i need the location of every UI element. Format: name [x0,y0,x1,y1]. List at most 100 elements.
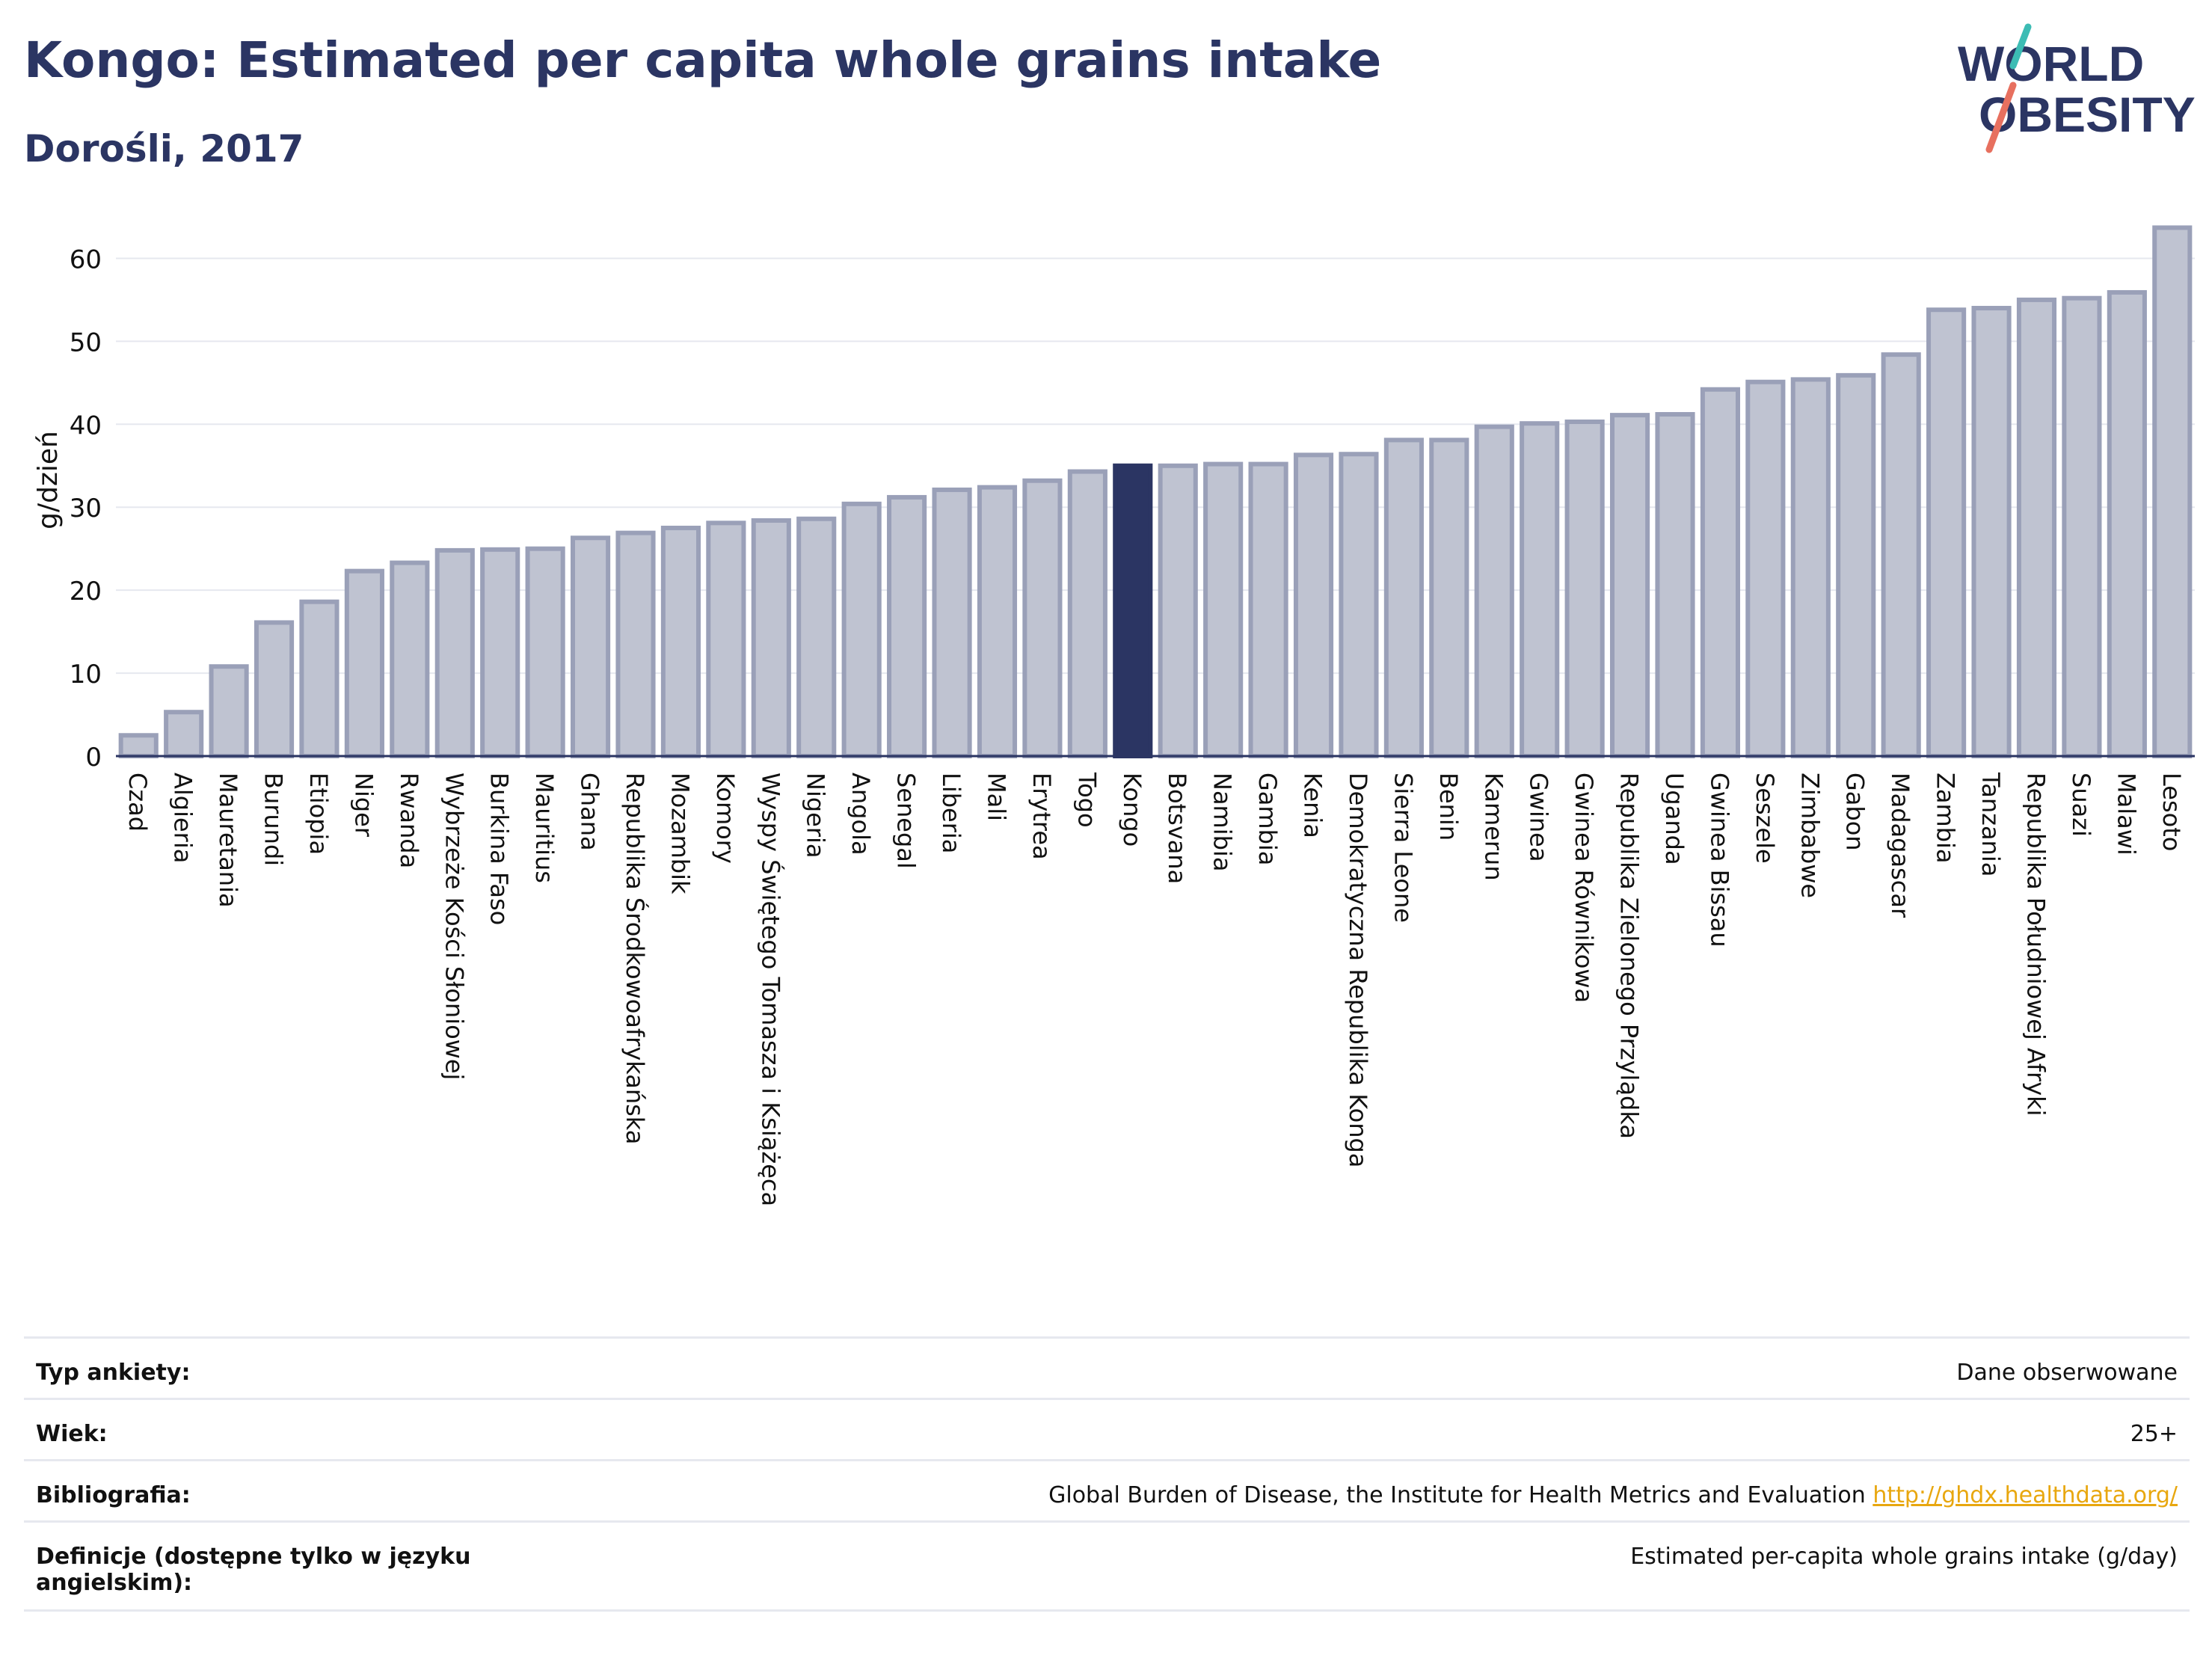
x-tick-label: Gwinea Bissau [1705,773,1733,948]
bar [660,525,701,758]
x-tick-label: Burundi [259,773,288,866]
bar [1971,306,2012,758]
x-tick-label: Niger [349,773,378,838]
info-value: 25+ [2130,1421,2178,1447]
info-row: Definicje (dostępne tylko w języku angie… [24,1520,2190,1612]
bar [1113,463,1153,758]
bar [1745,379,1786,758]
x-tick-label: Botsvana [1163,773,1191,884]
bar [977,485,1018,759]
x-tick-label: Gabon [1841,773,1870,851]
bars [116,225,2195,759]
x-tick-label: Komory [711,773,740,864]
y-tick-label: 30 [70,494,102,523]
y-tick-label: 50 [70,328,102,357]
y-tick-label: 0 [85,743,102,773]
info-row: Wiek: 25+ [24,1398,2190,1459]
info-value-text: Dane obserwowane [1956,1360,2178,1386]
info-label: Definicje (dostępne tylko w języku angie… [36,1544,471,1596]
bar [1836,372,1876,758]
x-tick-label: Madagascar [1886,773,1914,918]
x-tick-label: Burkina Faso [485,773,514,925]
x-tick-label: Gwinea [1525,773,1553,862]
source-link[interactable]: http://ghdx.healthdata.org/ [1872,1482,2178,1508]
info-label: Bibliografia: [36,1482,191,1508]
bar [887,494,927,758]
bar [1926,307,1967,759]
info-value: Dane obserwowane [1956,1360,2178,1386]
info-row: Bibliografia: Global Burden of Disease, t… [24,1459,2190,1520]
bar [1881,352,1921,758]
y-axis-label: g/dzień [33,431,64,529]
bar [1609,413,1650,758]
x-tick-label: Liberia [937,773,965,853]
logo-slash-red [1985,82,2017,153]
bar [1203,461,1244,758]
bar [841,501,882,758]
info-value: Global Burden of Disease, the Institute … [1048,1482,2178,1508]
bar [1700,387,1741,758]
bar [1158,463,1198,758]
x-tick-label: Demokratyczna Republika Konga [1344,773,1372,1167]
y-tick-label: 10 [70,660,102,690]
bar [615,530,656,759]
info-value-text: 25+ [2130,1421,2178,1447]
x-tick-label: Kongo [1118,773,1146,847]
bar [390,560,430,759]
bar [2016,297,2057,758]
x-tick-label: Sierra Leone [1389,773,1417,923]
bar [1067,469,1107,759]
bar [1520,421,1560,759]
info-value-text: Estimated per-capita whole grains intake… [1630,1544,2178,1570]
x-tick-label: Malawi [2112,773,2140,856]
bar [1474,424,1514,758]
bar [751,518,791,758]
info-row: Typ ankiety: Dane obserwowane [24,1336,2190,1398]
x-tick-label: Suazi [2067,773,2095,837]
logo-slash-teal [2009,23,2032,70]
x-tick-label: Gambia [1253,773,1282,865]
x-tick-label: Rwanda [395,773,423,868]
bar [209,664,249,758]
x-tick-label: Mali [982,773,1010,821]
bar [1429,437,1469,758]
logo-word-world: WORLD [1958,36,2144,91]
bar [570,535,611,758]
bar [1293,452,1334,758]
x-tick-label: Zimbabwe [1795,773,1824,898]
x-tick-label: Mozambik [666,773,694,894]
y-tick-label: 40 [70,411,102,440]
x-tick-label: Namibia [1208,773,1237,871]
x-tick-label: Benin [1434,773,1463,841]
info-label: Typ ankiety: [36,1360,191,1386]
bar [1248,461,1288,758]
info-value: Estimated per-capita whole grains intake… [1630,1544,2178,1570]
world-obesity-logo: WORLD OBESITY [1958,23,2196,153]
x-tick-label: Erytrea [1027,773,1056,860]
x-tick-label: Senegal [892,773,921,869]
x-tick-label: Czad [123,773,152,832]
bar [796,516,837,758]
x-tick-label: Mauritius [530,773,559,883]
x-tick-label: Wyspy Świętego Tomasza i Książęca [756,773,785,1206]
x-tick-label: Republika Południowej Afryki [2021,773,2050,1117]
y-axis: 0 10 20 30 40 50 60 [70,245,102,773]
bar [1790,377,1831,758]
chart-subtitle: Dorośli, 2017 [24,127,304,171]
bar [254,620,295,758]
x-tick-label: Lesoto [2157,773,2186,851]
x-tick-label: Etiopia [304,773,333,855]
x-tick-label: Republika Środkowoafrykańska [621,773,650,1144]
logo-word-obesity: OBESITY [1979,87,2196,142]
bar [932,487,972,759]
bar [1564,419,1605,758]
bar [118,733,159,758]
x-tick-label: Togo [1072,772,1101,828]
bar [2062,295,2102,759]
bar [525,546,565,758]
x-tick-label: Wybrzeże Kości Słoniowej [440,773,468,1080]
x-tick-label: Mauretania [214,773,242,908]
bar [299,599,340,759]
bar [434,547,475,758]
x-tick-label: Kenia [1299,773,1327,838]
